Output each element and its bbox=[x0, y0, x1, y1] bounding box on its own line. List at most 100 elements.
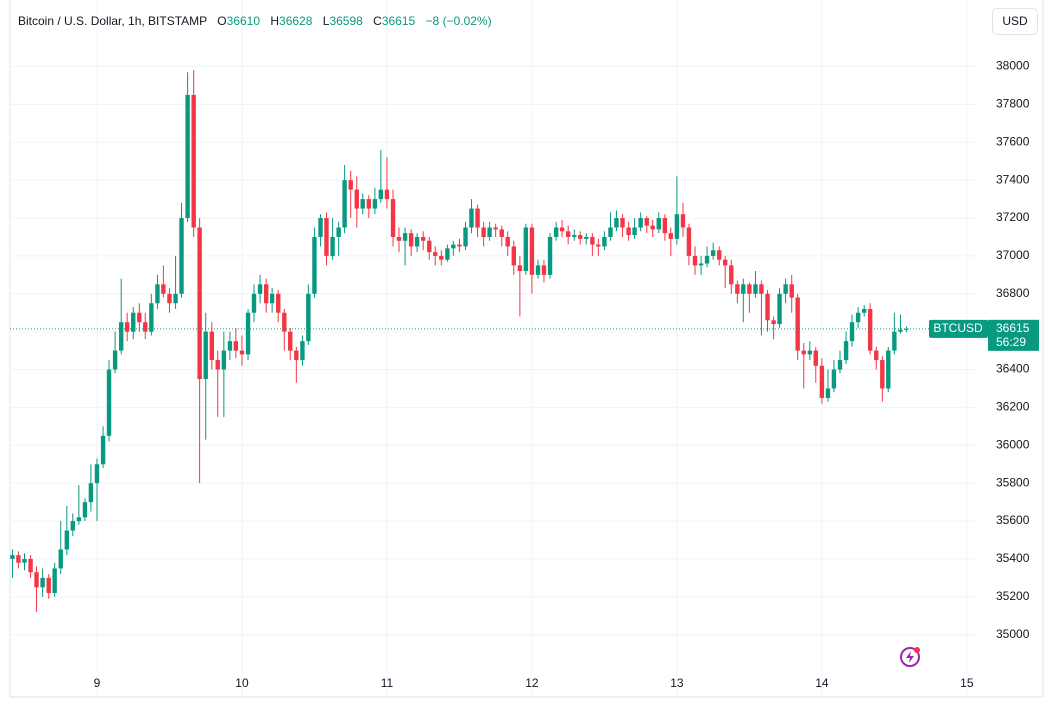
candle-body bbox=[384, 189, 390, 200]
candle-body bbox=[336, 227, 341, 237]
candle-body bbox=[717, 250, 722, 260]
ohlc-label: H bbox=[270, 14, 280, 28]
candle-body bbox=[100, 435, 106, 465]
candle-body bbox=[348, 180, 353, 190]
candle-body bbox=[771, 320, 776, 325]
candle-body bbox=[505, 236, 510, 247]
candle-body bbox=[862, 308, 867, 313]
ohlc-value: 36628 bbox=[279, 14, 313, 28]
candle-body bbox=[34, 572, 39, 588]
candle-body bbox=[324, 218, 329, 256]
candle-body bbox=[318, 218, 323, 237]
candle-body bbox=[197, 227, 202, 380]
candle-body bbox=[131, 312, 136, 332]
y-tick-label: 36800 bbox=[996, 286, 1030, 300]
candle-body bbox=[70, 521, 75, 531]
candle-body bbox=[420, 236, 426, 241]
ohlc-label: O bbox=[217, 14, 227, 28]
candle-body bbox=[638, 218, 643, 228]
y-tick-label: 35800 bbox=[996, 475, 1030, 489]
candle-body bbox=[149, 303, 154, 332]
currency-button[interactable]: USD bbox=[992, 8, 1038, 35]
candle-body bbox=[64, 530, 70, 550]
candle-body bbox=[408, 233, 414, 247]
x-tick-label: 9 bbox=[94, 676, 101, 690]
candle-body bbox=[82, 502, 88, 518]
candle-body bbox=[577, 235, 583, 239]
candle-body bbox=[898, 329, 903, 332]
candle-body bbox=[668, 233, 674, 239]
y-tick-label: 36000 bbox=[996, 437, 1030, 451]
symbol-tag-bg bbox=[929, 319, 988, 338]
candle-body bbox=[161, 284, 166, 294]
candle-body bbox=[94, 464, 100, 484]
candle-body bbox=[366, 199, 372, 209]
y-tick-label: 35600 bbox=[996, 513, 1030, 527]
candle-body bbox=[185, 94, 190, 219]
candle-body bbox=[529, 227, 535, 275]
candle-body bbox=[674, 214, 680, 239]
candle-body bbox=[463, 227, 468, 247]
candle-body bbox=[118, 322, 124, 351]
candle-body bbox=[511, 246, 516, 266]
candle-body bbox=[342, 180, 347, 228]
logo-dot[interactable] bbox=[914, 647, 920, 653]
y-tick-label: 37400 bbox=[996, 172, 1030, 186]
logo-bolt[interactable] bbox=[906, 651, 914, 663]
legend-header: Bitcoin / U.S. Dollar, 1h, BITSTAMP O366… bbox=[18, 14, 492, 28]
candle-body bbox=[269, 293, 275, 304]
x-tick-label: 11 bbox=[381, 676, 394, 690]
candle-body bbox=[469, 208, 474, 228]
ohlc-value: 36610 bbox=[226, 14, 261, 28]
candle-body bbox=[257, 284, 263, 294]
candle-body bbox=[765, 293, 770, 321]
candle-body bbox=[650, 225, 655, 230]
y-tick-label: 35200 bbox=[996, 589, 1030, 603]
ohlc-label: C bbox=[373, 14, 382, 28]
candle-body bbox=[10, 555, 15, 559]
candle-body bbox=[729, 265, 734, 285]
y-tick-label: 37000 bbox=[996, 248, 1030, 262]
candle-body bbox=[759, 284, 764, 294]
candle-body bbox=[451, 244, 456, 249]
candle-body bbox=[843, 341, 849, 361]
candle-body bbox=[656, 218, 661, 230]
symbol-title: Bitcoin / U.S. Dollar, 1h, BITSTAMP bbox=[18, 14, 207, 28]
candle-body bbox=[475, 208, 480, 228]
x-tick-label: 15 bbox=[960, 676, 974, 690]
candle-body bbox=[547, 236, 553, 275]
symbol-tag: BTCUSD bbox=[933, 321, 983, 335]
candle-body bbox=[300, 341, 305, 361]
y-tick-label: 35400 bbox=[996, 551, 1030, 565]
candle-body bbox=[680, 214, 686, 228]
candle-body bbox=[481, 227, 486, 237]
candle-body bbox=[390, 199, 396, 237]
candle-body bbox=[330, 236, 335, 256]
candle-body bbox=[632, 227, 637, 236]
candle-body bbox=[137, 312, 142, 323]
candle-body bbox=[487, 227, 492, 237]
candle-body bbox=[602, 236, 607, 247]
candle-body bbox=[173, 293, 178, 304]
x-tick-label: 13 bbox=[670, 676, 684, 690]
candle-body bbox=[874, 350, 879, 361]
ohlc-label: L bbox=[322, 14, 330, 28]
candle-body bbox=[191, 94, 196, 228]
candle-body bbox=[251, 293, 257, 313]
candle-body bbox=[596, 244, 601, 247]
candle-body bbox=[855, 312, 861, 323]
logo-icon[interactable] bbox=[900, 647, 920, 667]
candle-body bbox=[167, 293, 172, 304]
candle-body bbox=[360, 199, 365, 209]
candle-body bbox=[16, 555, 21, 563]
candle-body bbox=[553, 227, 559, 237]
candle-body bbox=[572, 235, 577, 237]
candle-body bbox=[354, 189, 359, 209]
logo-ring[interactable] bbox=[900, 647, 920, 667]
y-tick-label: 37600 bbox=[996, 134, 1030, 148]
candle-body bbox=[807, 350, 813, 355]
candle-body bbox=[801, 350, 806, 355]
candle-body bbox=[58, 549, 63, 569]
candle-body bbox=[52, 568, 57, 594]
